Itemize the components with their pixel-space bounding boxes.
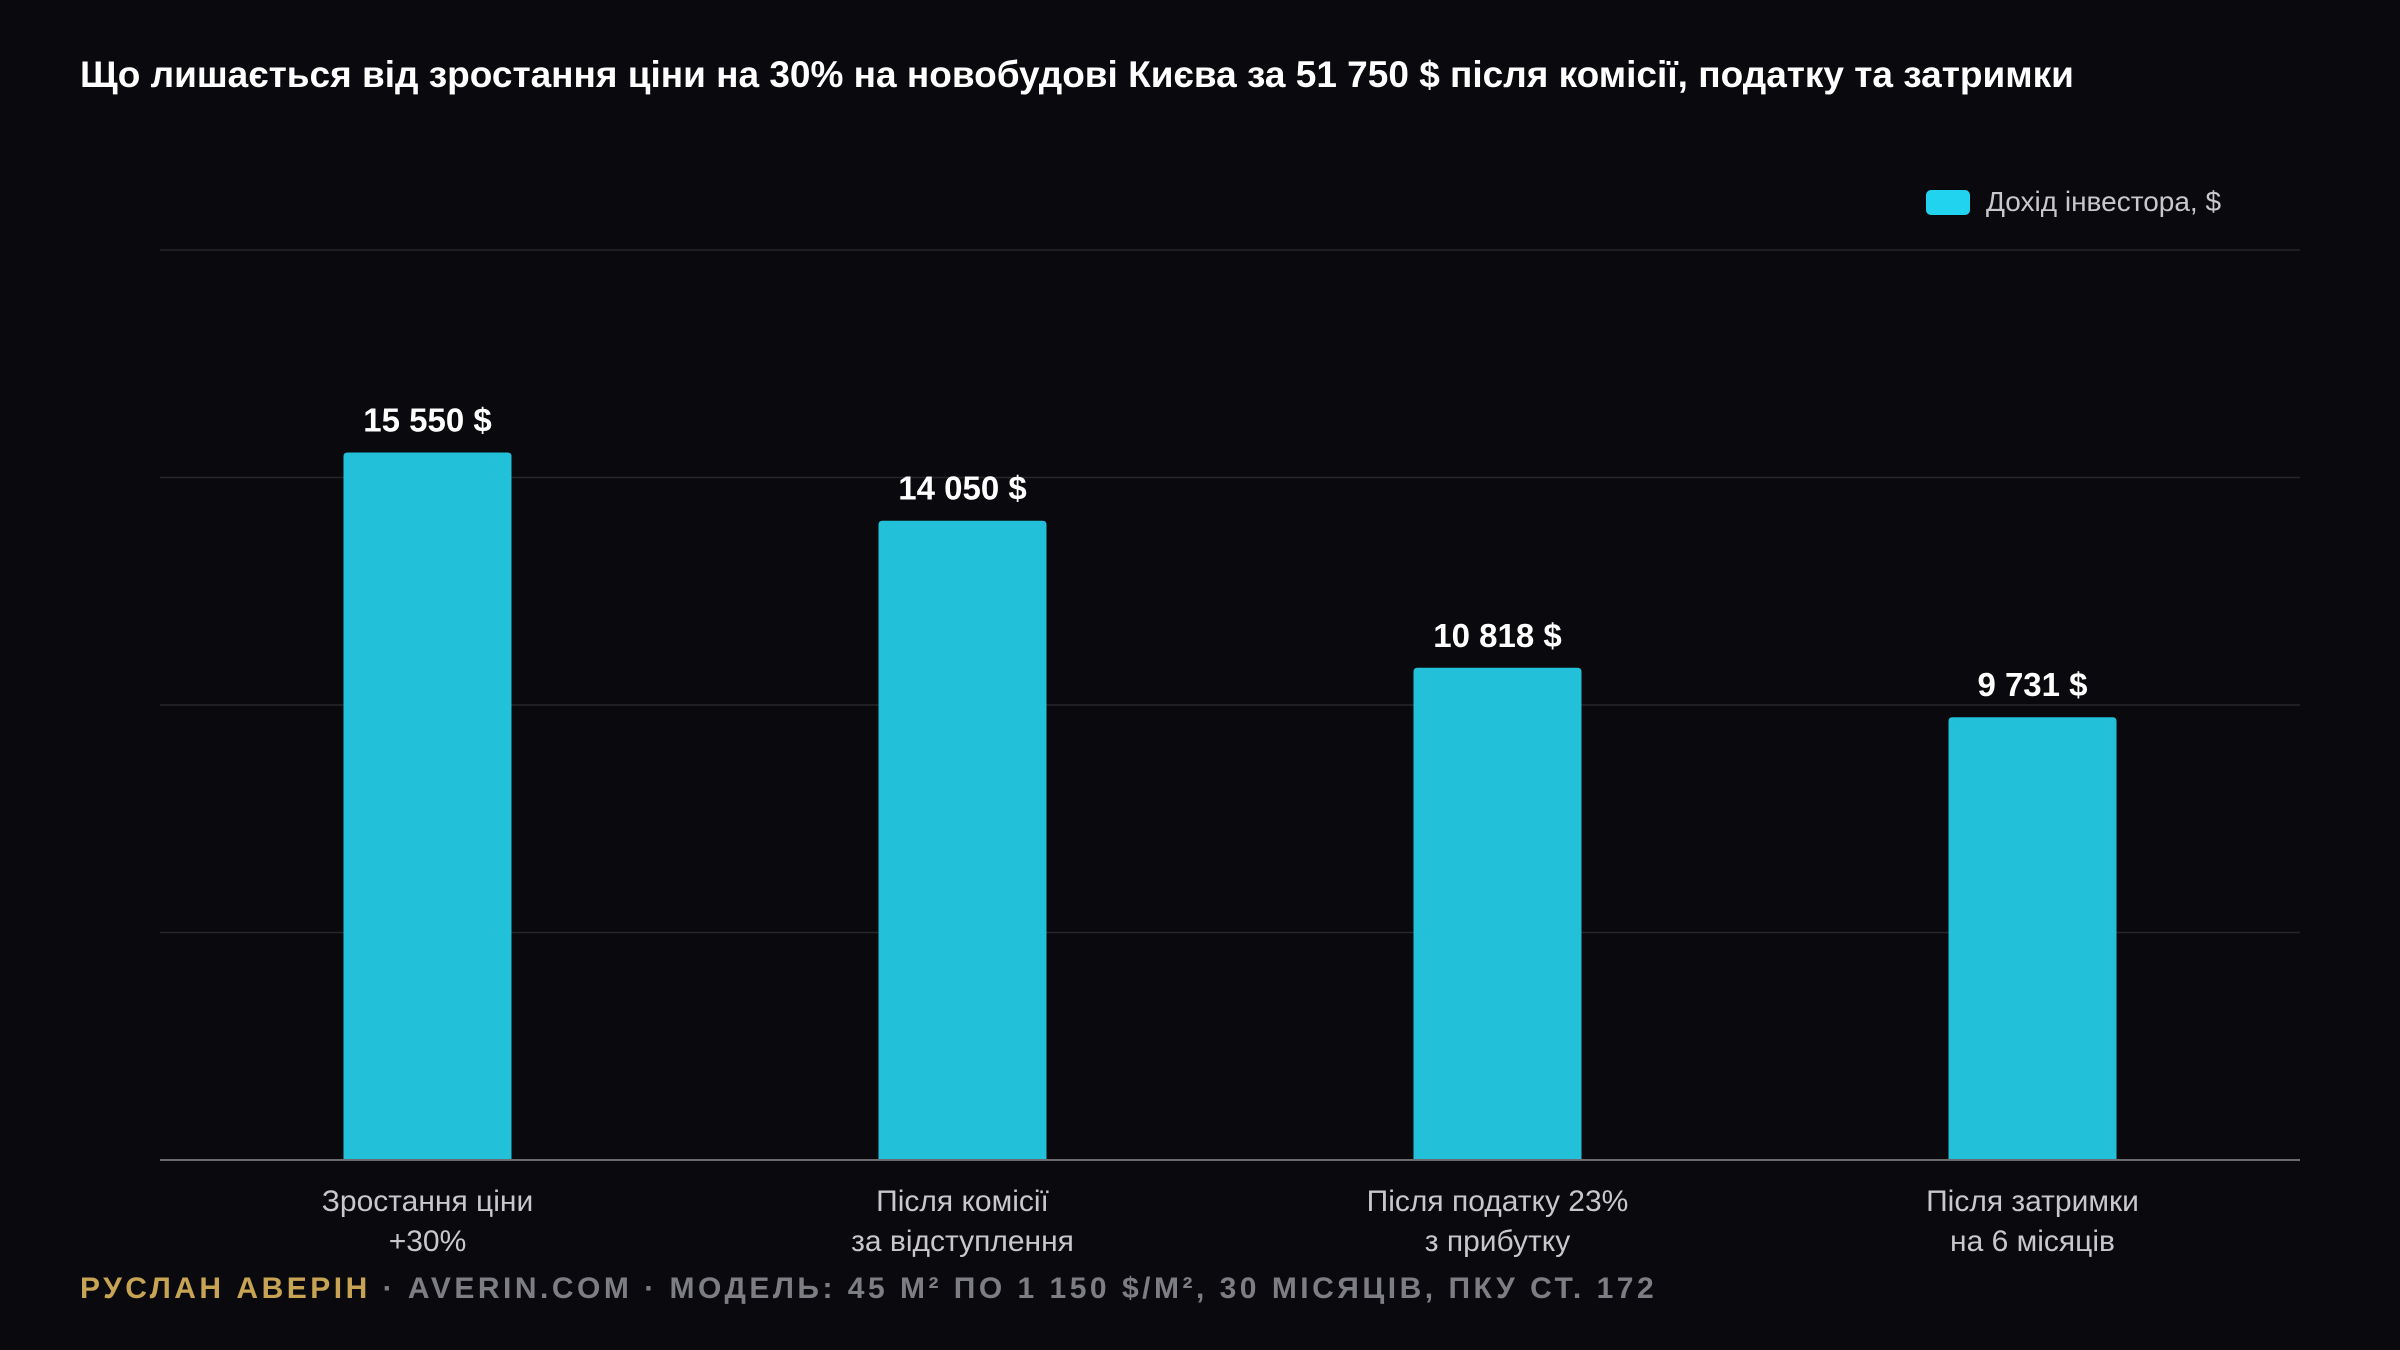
bar bbox=[343, 452, 512, 1161]
legend-label: Дохід інвестора, $ bbox=[1986, 186, 2222, 217]
legend: Дохід інвестора, $ bbox=[1926, 186, 2221, 218]
legend-swatch bbox=[1926, 189, 1970, 215]
category-label: Зростання ціни bbox=[322, 1185, 533, 1218]
bar bbox=[1413, 667, 1582, 1160]
footer-details: · AVERIN.COM · МОДЕЛЬ: 45 М² ПО 1 150 $/… bbox=[370, 1272, 1658, 1305]
category-label: на 6 місяців bbox=[1950, 1225, 2115, 1258]
bar-value-label: 14 050 $ bbox=[898, 470, 1026, 507]
category-label: Після податку 23% bbox=[1367, 1185, 1629, 1218]
category-label: Після комісії bbox=[876, 1185, 1049, 1218]
bar-value-label: 10 818 $ bbox=[1433, 617, 1561, 654]
category-label: +30% bbox=[389, 1225, 467, 1258]
bar-value-label: 9 731 $ bbox=[1977, 666, 2087, 703]
bar bbox=[1948, 717, 2117, 1160]
bar-value-label: 15 550 $ bbox=[363, 401, 491, 438]
bar bbox=[878, 520, 1047, 1160]
footer-credits: РУСЛАН АВЕРІН · AVERIN.COM · МОДЕЛЬ: 45 … bbox=[80, 1272, 1657, 1306]
footer-author: РУСЛАН АВЕРІН bbox=[80, 1272, 371, 1305]
chart-title: Що лишається від зростання ціни на 30% н… bbox=[80, 54, 2074, 95]
category-label: за відступлення bbox=[851, 1225, 1074, 1258]
category-label: Після затримки bbox=[1926, 1185, 2139, 1218]
category-label: з прибутку bbox=[1425, 1225, 1571, 1258]
